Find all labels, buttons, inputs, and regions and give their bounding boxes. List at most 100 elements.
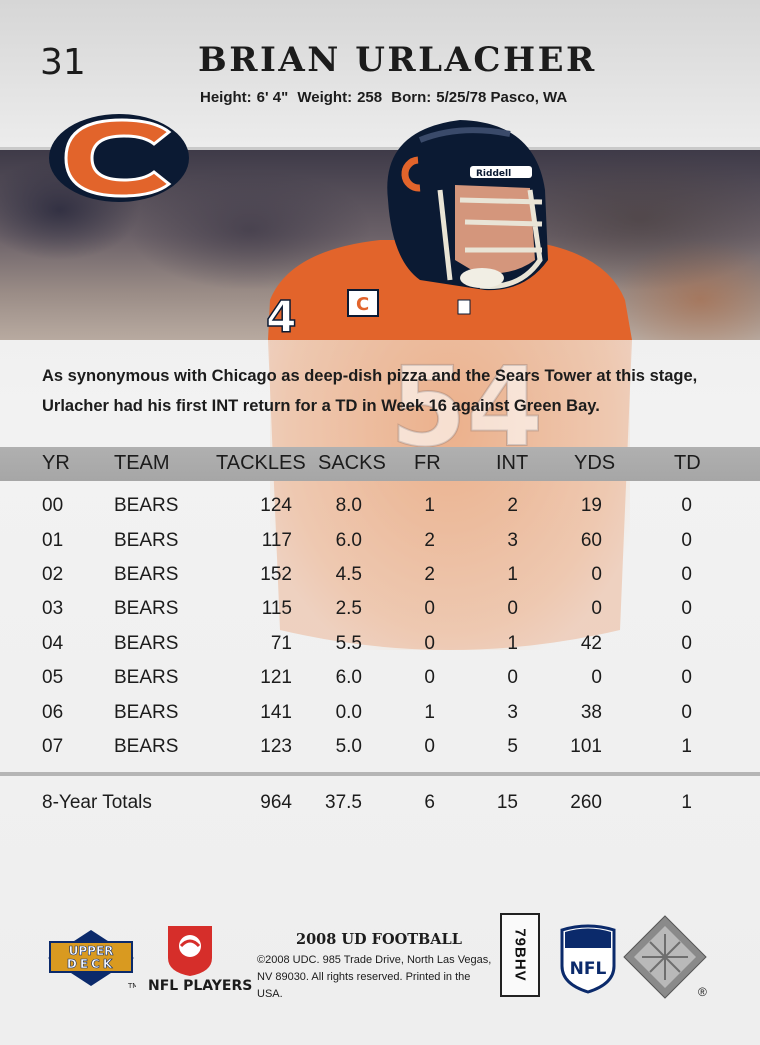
cell-fr: 0 xyxy=(424,667,435,688)
cell-sacks: 5.5 xyxy=(335,633,362,654)
weight-value: 258 xyxy=(357,89,383,106)
cell-tackles: 115 xyxy=(261,598,292,619)
cell-yds: 101 xyxy=(570,736,602,757)
svg-text:4: 4 xyxy=(266,292,297,343)
header-sacks: SACKS xyxy=(318,452,386,474)
header-fr: FR xyxy=(414,452,441,474)
cell-team: BEARS xyxy=(114,633,179,654)
cell-team: BEARS xyxy=(114,530,179,551)
cell-team: BEARS xyxy=(114,736,179,757)
table-row: 00 BEARS 124 8.0 1 2 19 0 xyxy=(0,495,760,529)
totals-yds: 260 xyxy=(570,792,602,813)
legal-text: ©2008 UDC. 985 Trade Drive, North Las Ve… xyxy=(257,954,492,1000)
upper-deck-tm: TM xyxy=(127,982,136,990)
cell-sacks: 6.0 xyxy=(335,530,362,551)
cell-yds: 0 xyxy=(591,564,602,585)
totals-tackles: 964 xyxy=(260,792,292,813)
table-row: 05 BEARS 121 6.0 0 0 0 0 xyxy=(0,667,760,701)
cell-team: BEARS xyxy=(114,667,179,688)
cell-fr: 1 xyxy=(424,495,435,516)
cell-fr: 0 xyxy=(424,736,435,757)
cell-sacks: 2.5 xyxy=(335,598,362,619)
cell-sacks: 8.0 xyxy=(335,495,362,516)
set-name: 2008 UD FOOTBALL xyxy=(296,931,462,948)
cell-team: BEARS xyxy=(114,564,179,585)
cell-fr: 2 xyxy=(424,530,435,551)
height-value: 6' 4" xyxy=(256,89,289,106)
upper-deck-line1: UPPER xyxy=(69,944,114,958)
table-row: 04 BEARS 71 5.5 0 1 42 0 xyxy=(0,633,760,667)
cell-tackles: 121 xyxy=(260,667,292,688)
cell-yds: 42 xyxy=(580,633,602,654)
card-code-box: 79BHV xyxy=(500,913,540,997)
upper-deck-line2: DECK xyxy=(67,957,115,971)
cell-yds: 0 xyxy=(591,667,602,688)
totals-int: 15 xyxy=(496,792,518,813)
cell-yr: 04 xyxy=(42,633,64,654)
cell-sacks: 6.0 xyxy=(335,667,362,688)
cell-tackles: 123 xyxy=(260,736,292,757)
weight-label: Weight: xyxy=(297,89,353,106)
bears-c-logo-icon xyxy=(49,114,189,202)
cell-fr: 2 xyxy=(424,564,435,585)
height-label: Height: xyxy=(200,89,252,106)
cell-yr: 05 xyxy=(42,667,64,688)
card-code: 79BHV xyxy=(511,928,529,982)
table-row: 07 BEARS 123 5.0 0 5 101 1 xyxy=(0,736,760,770)
header-tackles: TACKLES xyxy=(216,452,306,474)
cell-sacks: 4.5 xyxy=(335,564,362,585)
registered-mark: ® xyxy=(698,985,707,999)
cell-sacks: 5.0 xyxy=(335,736,362,757)
cell-fr: 0 xyxy=(424,598,435,619)
totals-sacks: 37.5 xyxy=(325,792,362,813)
cell-yds: 0 xyxy=(591,598,602,619)
born-value: 5/25/78 Pasco, WA xyxy=(436,89,568,106)
cell-fr: 0 xyxy=(424,633,435,654)
cell-int: 2 xyxy=(507,495,518,516)
cell-yr: 01 xyxy=(42,530,64,551)
cell-tackles: 124 xyxy=(260,495,292,516)
nfl-players-logo-icon xyxy=(168,926,212,976)
bio-blurb: As synonymous with Chicago as deep-dish … xyxy=(42,367,698,415)
cell-tackles: 117 xyxy=(261,530,292,551)
stats-header-row: YR TEAM TACKLES SACKS FR INT YDS TD xyxy=(0,447,760,481)
player-name: BRIAN URLACHER xyxy=(198,40,597,80)
cell-td: 1 xyxy=(681,736,692,757)
helmet-brand: Riddell xyxy=(476,169,511,179)
cell-td: 0 xyxy=(681,598,692,619)
cell-td: 0 xyxy=(681,633,692,654)
cell-yds: 19 xyxy=(580,495,602,516)
card-number: 31 xyxy=(40,42,86,83)
nfl-shield-icon: NFL xyxy=(560,924,616,994)
cell-yr: 03 xyxy=(42,598,64,619)
totals-td: 1 xyxy=(681,792,692,813)
cell-td: 0 xyxy=(681,530,692,551)
table-row: 06 BEARS 141 0.0 1 3 38 0 xyxy=(0,702,760,736)
totals-fr: 6 xyxy=(424,792,435,813)
cell-yr: 02 xyxy=(42,564,64,585)
cell-team: BEARS xyxy=(114,702,179,723)
cell-team: BEARS xyxy=(114,495,179,516)
captain-patch: C xyxy=(356,294,369,315)
cell-td: 0 xyxy=(681,702,692,723)
cell-yds: 60 xyxy=(580,530,602,551)
cell-sacks: 0.0 xyxy=(335,702,362,723)
faded-jersey xyxy=(270,330,630,650)
bio-line: Height: 6' 4" Weight: 258 Born: 5/25/78 Pas… xyxy=(200,89,572,106)
born-label: Born: xyxy=(391,89,432,106)
cell-td: 0 xyxy=(681,564,692,585)
cell-yr: 07 xyxy=(42,736,64,757)
cell-int: 0 xyxy=(507,598,518,619)
header-yr: YR xyxy=(42,452,70,474)
cell-int: 1 xyxy=(507,633,518,654)
cell-team: BEARS xyxy=(114,598,179,619)
hologram-icon xyxy=(623,915,707,999)
header-int: INT xyxy=(496,452,529,474)
cell-td: 0 xyxy=(681,495,692,516)
cell-fr: 1 xyxy=(424,702,435,723)
nfl-players-label: NFL PLAYERS xyxy=(148,978,253,994)
nfl-shield-text: NFL xyxy=(570,959,607,979)
cell-yds: 38 xyxy=(580,702,602,723)
cell-tackles: 141 xyxy=(260,702,292,723)
